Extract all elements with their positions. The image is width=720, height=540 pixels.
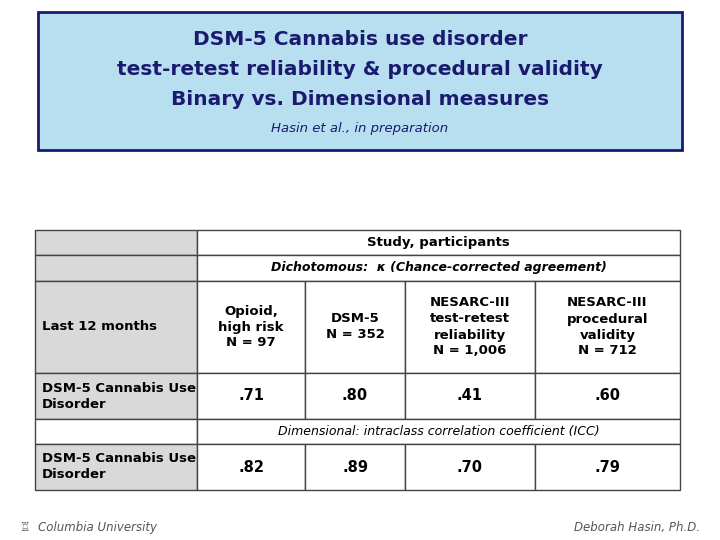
Text: Opioid,
high risk
N = 97: Opioid, high risk N = 97	[218, 305, 284, 349]
Bar	[405, 444, 535, 490]
Text: DSM-5 Cannabis use disorder: DSM-5 Cannabis use disorder	[193, 30, 527, 49]
Bar	[197, 419, 680, 444]
Text: .41: .41	[457, 388, 483, 403]
Bar	[405, 373, 535, 419]
Bar	[305, 373, 405, 419]
Text: Study, participants: Study, participants	[367, 236, 510, 249]
Text: .82: .82	[238, 460, 264, 475]
Bar	[197, 444, 305, 490]
Bar	[38, 12, 682, 150]
Bar	[197, 281, 305, 373]
Text: .79: .79	[595, 460, 621, 475]
Text: Deborah Hasin, Ph.D.: Deborah Hasin, Ph.D.	[574, 522, 700, 535]
Text: DSM-5 Cannabis Use
Disorder: DSM-5 Cannabis Use Disorder	[42, 381, 196, 410]
Text: .89: .89	[342, 460, 368, 475]
Bar	[35, 373, 197, 419]
Bar	[197, 255, 680, 281]
Bar	[35, 281, 197, 373]
Text: Hasin et al., in preparation: Hasin et al., in preparation	[271, 122, 449, 135]
Text: test-retest reliability & procedural validity: test-retest reliability & procedural val…	[117, 60, 603, 79]
Bar	[535, 373, 680, 419]
Bar	[35, 419, 197, 444]
Text: NESARC-III
test-retest
reliability
N = 1,006: NESARC-III test-retest reliability N = 1…	[430, 296, 510, 357]
Bar	[35, 230, 197, 255]
Bar	[197, 373, 305, 419]
Bar	[535, 444, 680, 490]
Text: Binary vs. Dimensional measures: Binary vs. Dimensional measures	[171, 90, 549, 109]
Text: NESARC-III
procedural
validity
N = 712: NESARC-III procedural validity N = 712	[567, 296, 648, 357]
Text: Dimensional: intraclass correlation coefficient (ICC): Dimensional: intraclass correlation coef…	[278, 425, 599, 438]
Text: DSM-5 Cannabis Use
Disorder: DSM-5 Cannabis Use Disorder	[42, 453, 196, 482]
Text: .80: .80	[342, 388, 368, 403]
Text: Last 12 months: Last 12 months	[42, 321, 157, 334]
Bar	[35, 444, 197, 490]
Bar	[305, 444, 405, 490]
Bar	[535, 281, 680, 373]
Text: DSM-5
N = 352: DSM-5 N = 352	[325, 313, 384, 341]
Bar	[305, 281, 405, 373]
Bar	[405, 281, 535, 373]
Bar	[35, 255, 197, 281]
Text: .71: .71	[238, 388, 264, 403]
Text: .70: .70	[457, 460, 483, 475]
Text: .60: .60	[595, 388, 621, 403]
Text: Dichotomous:  κ (Chance-corrected agreement): Dichotomous: κ (Chance-corrected agreeme…	[271, 261, 606, 274]
Bar	[197, 230, 680, 255]
Text: ♖  Columbia University: ♖ Columbia University	[20, 522, 157, 535]
